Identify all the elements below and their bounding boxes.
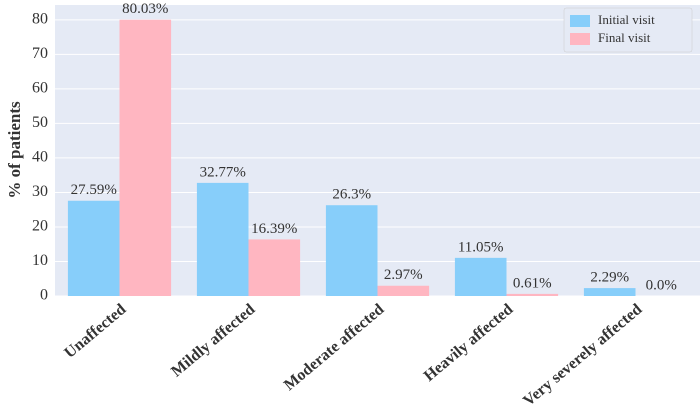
y-tick-label: 0 xyxy=(40,287,48,304)
bar xyxy=(506,293,559,296)
y-tick-label: 40 xyxy=(32,149,48,166)
value-label: 2.29% xyxy=(590,270,629,286)
legend-label: Initial visit xyxy=(598,12,655,27)
value-label: 0.0% xyxy=(646,277,677,293)
legend-label: Final visit xyxy=(598,30,651,45)
y-tick-label: 20 xyxy=(32,218,48,235)
x-tick-label: Moderate affected xyxy=(281,301,388,394)
bar xyxy=(377,285,430,296)
x-tick-label: Mildly affected xyxy=(168,301,258,381)
x-tick-label: Unaffected xyxy=(61,301,129,362)
legend-box xyxy=(563,7,693,53)
y-tick-label: 50 xyxy=(32,114,48,131)
y-tick-label: 60 xyxy=(32,80,48,97)
x-tick-label: Heavily affected xyxy=(421,301,517,385)
value-label: 2.97% xyxy=(384,267,423,283)
value-label: 80.03% xyxy=(122,1,168,17)
y-tick-label: 70 xyxy=(32,45,48,62)
bar xyxy=(325,205,378,296)
y-tick-label: 30 xyxy=(32,183,48,200)
bar xyxy=(583,288,636,296)
value-label: 27.59% xyxy=(71,182,117,198)
bar xyxy=(454,257,507,296)
value-label: 11.05% xyxy=(458,239,504,255)
bar xyxy=(67,200,120,296)
bar xyxy=(248,239,301,296)
value-label: 0.61% xyxy=(513,275,552,291)
bar xyxy=(119,19,172,296)
legend: Initial visit Final visit xyxy=(563,7,693,53)
y-tick-label: 80 xyxy=(32,11,48,28)
y-axis-label: % of patients xyxy=(5,101,24,199)
legend-swatch xyxy=(570,33,590,45)
x-tick-label: Very severely affected xyxy=(520,301,645,410)
y-tick-label: 10 xyxy=(32,252,48,269)
value-label: 16.39% xyxy=(251,221,297,237)
value-label: 26.3% xyxy=(332,187,371,203)
legend-swatch xyxy=(570,15,590,27)
value-label: 32.77% xyxy=(200,164,246,180)
bar xyxy=(196,182,249,296)
